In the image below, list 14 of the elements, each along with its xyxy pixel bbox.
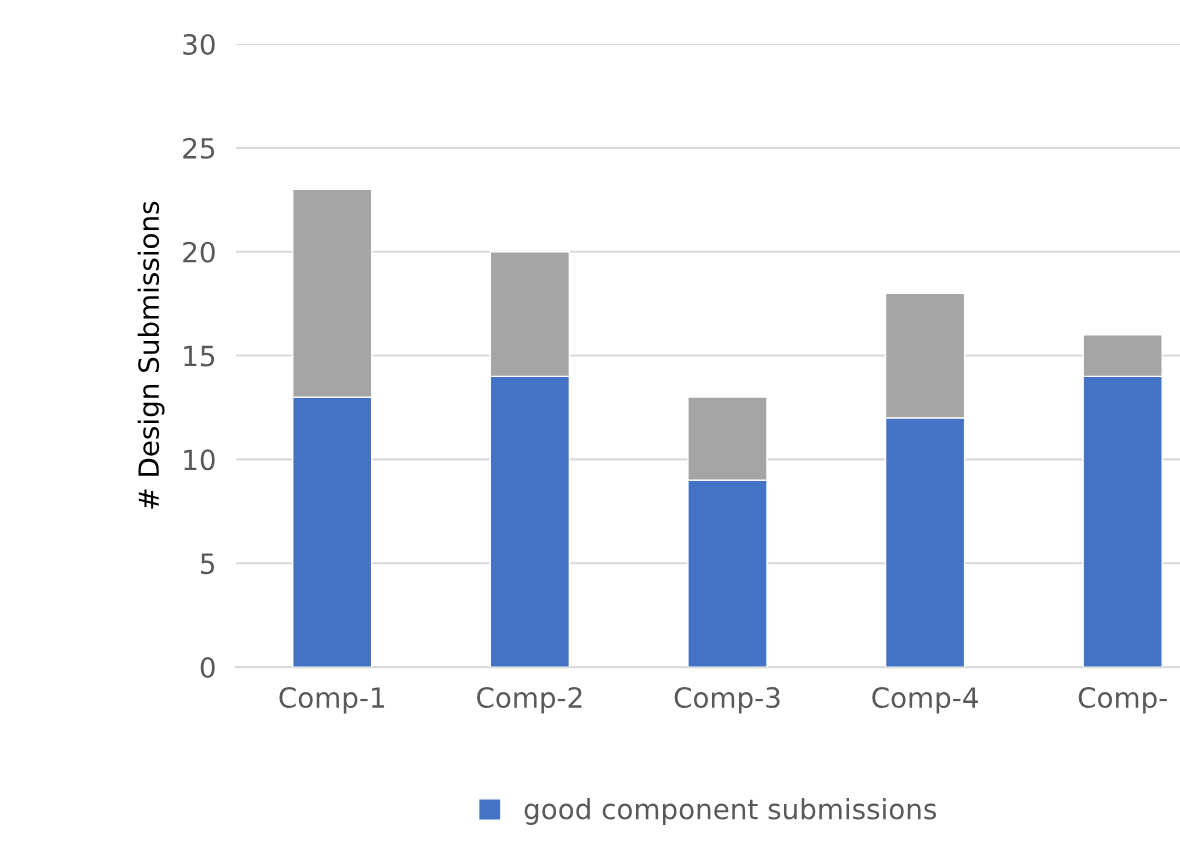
y-tick-label: 25 [183,137,215,159]
y-tick-label: 30 [183,33,215,55]
y-tick-label: 20 [183,241,215,263]
y-tick-label: 10 [184,449,215,471]
x-tick-label: Comp-4 [872,687,978,714]
y-axis-title: # Design Submissions [137,201,165,509]
x-tick-label: Comp-2 [477,687,582,714]
x-tick-label: Comp-3 [674,687,780,714]
x-tick-label: Comp- [1078,687,1167,714]
y-tick-label: 5 [201,553,215,575]
legend-label: good component submissions [524,798,937,825]
y-tick-label: 15 [184,345,215,367]
x-tick-label: Comp-1 [279,687,385,714]
y-tick-label: 0 [200,657,215,679]
